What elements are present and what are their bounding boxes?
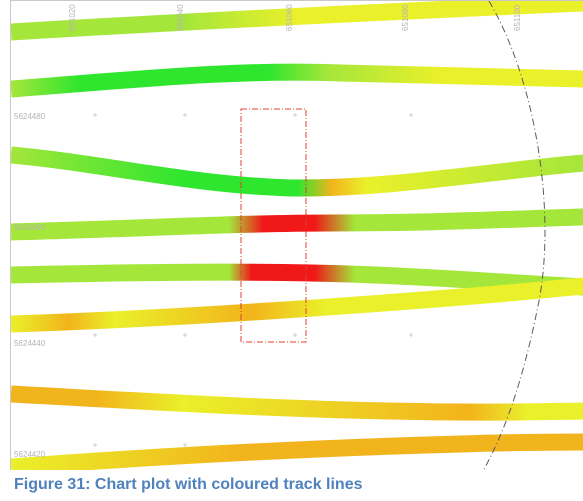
easting-label: 651100 (513, 4, 522, 31)
northing-label: 5624420 (14, 450, 46, 459)
track-line (11, 433, 583, 470)
chart-plot-canvas[interactable]: 651020 651040 651060 651080 651100 56244… (11, 1, 583, 470)
selection-box[interactable] (240, 108, 307, 343)
easting-label: 651060 (285, 4, 294, 31)
track-line (11, 208, 583, 241)
track-line (11, 263, 583, 296)
northing-label: 5624440 (14, 339, 46, 348)
easting-label: 651020 (68, 4, 77, 31)
track-line (11, 146, 583, 197)
easting-label: 651080 (401, 4, 410, 31)
easting-labels: 651020 651040 651060 651080 651100 (68, 4, 522, 31)
track-line (11, 1, 583, 41)
figure-caption: Figure 31: Chart plot with coloured trac… (14, 476, 363, 493)
chart-plot[interactable]: 651020 651040 651060 651080 651100 56244… (10, 0, 583, 470)
northing-label: 5624480 (14, 112, 46, 121)
track-line (11, 385, 583, 421)
northing-label: 5624460 (14, 223, 46, 232)
easting-label: 651040 (176, 4, 185, 31)
track-line (11, 277, 583, 333)
track-line (11, 63, 583, 98)
northing-labels: 5624480 5624460 5624440 5624420 (14, 112, 46, 459)
range-circle-arc (482, 1, 546, 470)
